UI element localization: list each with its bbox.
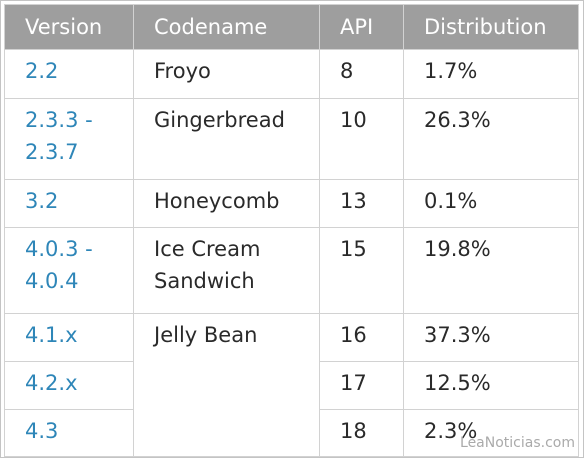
distribution-cell: 37.3% — [403, 313, 579, 362]
codename-text: Jelly Bean — [154, 323, 258, 347]
api-cell: 18 — [319, 409, 404, 457]
table-row: 4.1.x Jelly Bean 16 37.3% — [4, 313, 579, 457]
version-link[interactable]: 2.3.7 — [25, 140, 79, 164]
table-row: 2.3.3 - 2.3.7 Gingerbread 10 26.3% — [4, 98, 579, 180]
version-cell[interactable]: 2.3.3 - 2.3.7 — [4, 98, 134, 180]
version-link[interactable]: 4.3 — [25, 419, 59, 443]
version-link[interactable]: 4.1.x — [25, 323, 78, 347]
distribution-cell: 12.5% — [403, 361, 579, 410]
version-cell[interactable]: 3.2 — [4, 179, 134, 228]
android-distribution-table: Version Codename API Distribution 2.2 Fr… — [4, 4, 579, 457]
version-link[interactable]: 4.2.x — [25, 371, 78, 395]
version-cell[interactable]: 4.3 — [4, 409, 134, 457]
table-row: 4.2.x 17 12.5% — [4, 361, 579, 410]
distribution-cell: 26.3% — [403, 98, 579, 180]
version-cell[interactable]: 2.2 — [4, 49, 134, 99]
header-distribution: Distribution — [403, 4, 579, 50]
distribution-cell: 1.7% — [403, 49, 579, 99]
codename-text: Honeycomb — [154, 189, 280, 213]
api-cell: 16 — [319, 313, 404, 362]
version-link[interactable]: 3.2 — [25, 189, 59, 213]
codename-text: Sandwich — [154, 269, 255, 293]
codename-cell: Froyo — [133, 49, 320, 99]
header-codename: Codename — [133, 4, 320, 50]
codename-cell: Gingerbread — [133, 98, 320, 180]
api-cell: 10 — [319, 98, 404, 180]
version-cell[interactable]: 4.0.3 - 4.0.4 — [4, 227, 134, 314]
distribution-cell: 0.1% — [403, 179, 579, 228]
codename-cell: Honeycomb — [133, 179, 320, 228]
table-row: 4.3 18 2.3% — [4, 409, 579, 457]
version-link[interactable]: 4.0.3 - — [25, 237, 93, 261]
version-link[interactable]: 4.0.4 — [25, 269, 79, 293]
header-api: API — [319, 4, 404, 50]
version-link[interactable]: 2.2 — [25, 59, 59, 83]
codename-text: Ice Cream — [154, 237, 261, 261]
header-row: Version Codename API Distribution — [4, 4, 579, 50]
api-cell: 13 — [319, 179, 404, 228]
codename-cell: Ice Cream Sandwich — [133, 227, 320, 314]
distribution-cell: 2.3% — [403, 409, 579, 457]
api-cell: 15 — [319, 227, 404, 314]
api-cell: 8 — [319, 49, 404, 99]
table-row: 2.2 Froyo 8 1.7% — [4, 49, 579, 99]
api-cell: 17 — [319, 361, 404, 410]
distribution-cell: 19.8% — [403, 227, 579, 314]
codename-text: Gingerbread — [154, 108, 285, 132]
codename-text: Froyo — [154, 59, 211, 83]
header-version: Version — [4, 4, 134, 50]
table-row: 4.0.3 - 4.0.4 Ice Cream Sandwich 15 19.8… — [4, 227, 579, 314]
codename-cell: Jelly Bean — [133, 313, 320, 457]
version-cell[interactable]: 4.2.x — [4, 361, 134, 410]
table-row: 3.2 Honeycomb 13 0.1% — [4, 179, 579, 228]
watermark: LeaNoticias.com — [460, 435, 575, 451]
version-link[interactable]: 2.3.3 - — [25, 108, 93, 132]
version-cell[interactable]: 4.1.x — [4, 313, 134, 362]
